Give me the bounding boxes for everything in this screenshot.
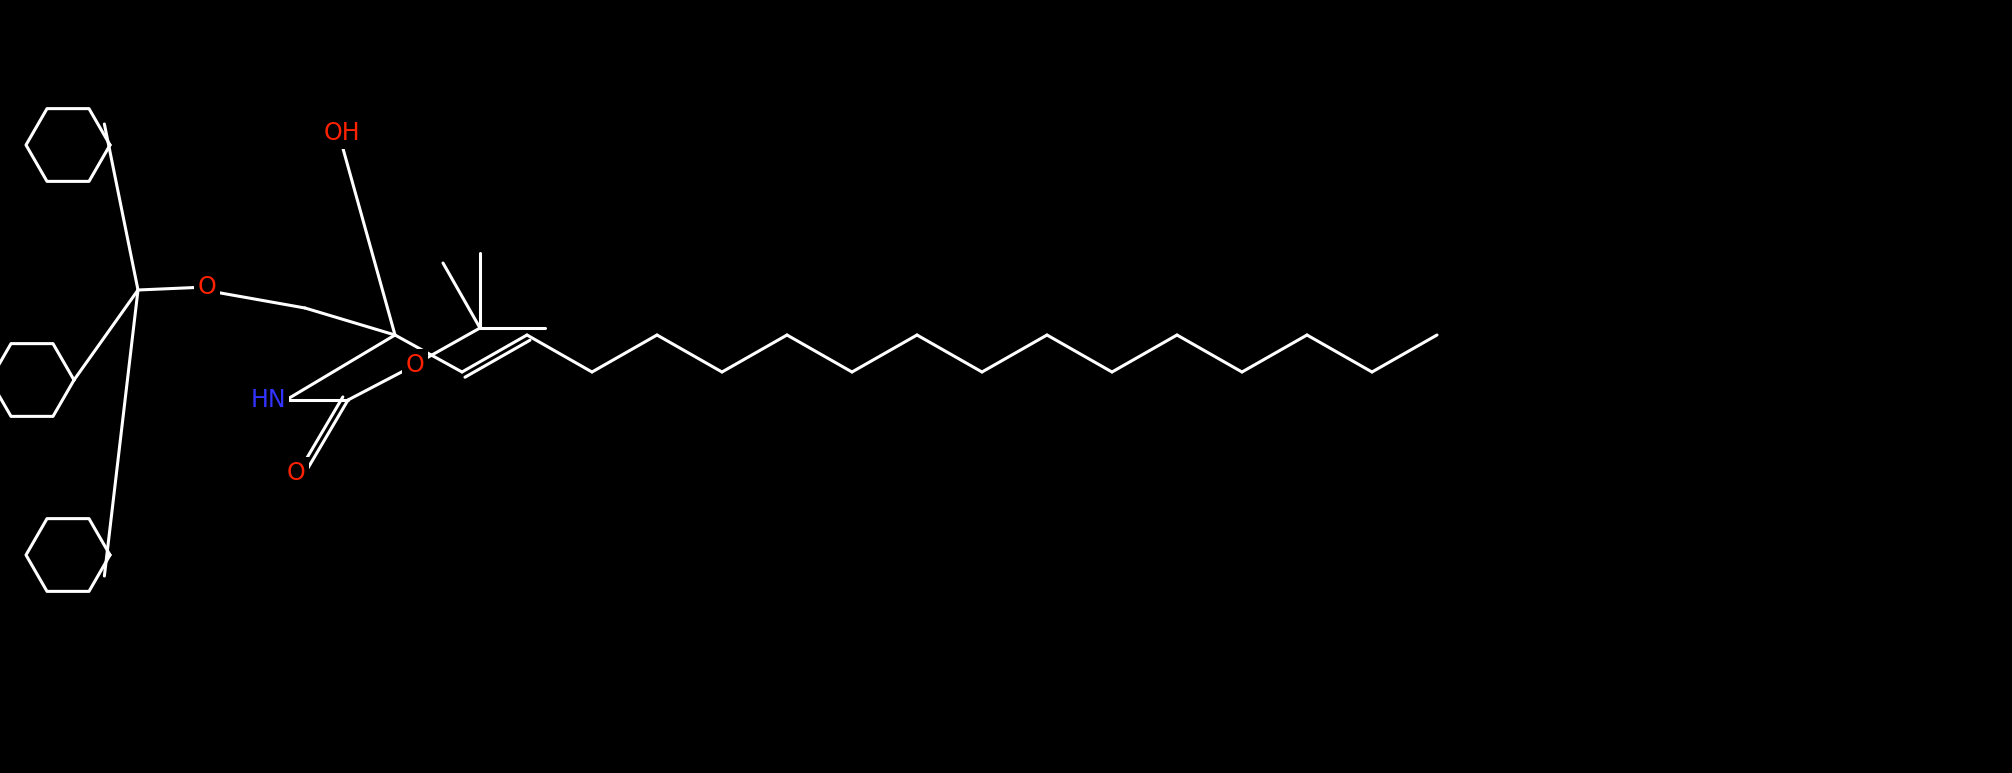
Text: OH: OH [324,121,360,145]
Text: HN: HN [249,388,286,412]
Text: O: O [406,353,425,377]
Text: O: O [197,275,217,299]
Text: O: O [286,461,306,485]
